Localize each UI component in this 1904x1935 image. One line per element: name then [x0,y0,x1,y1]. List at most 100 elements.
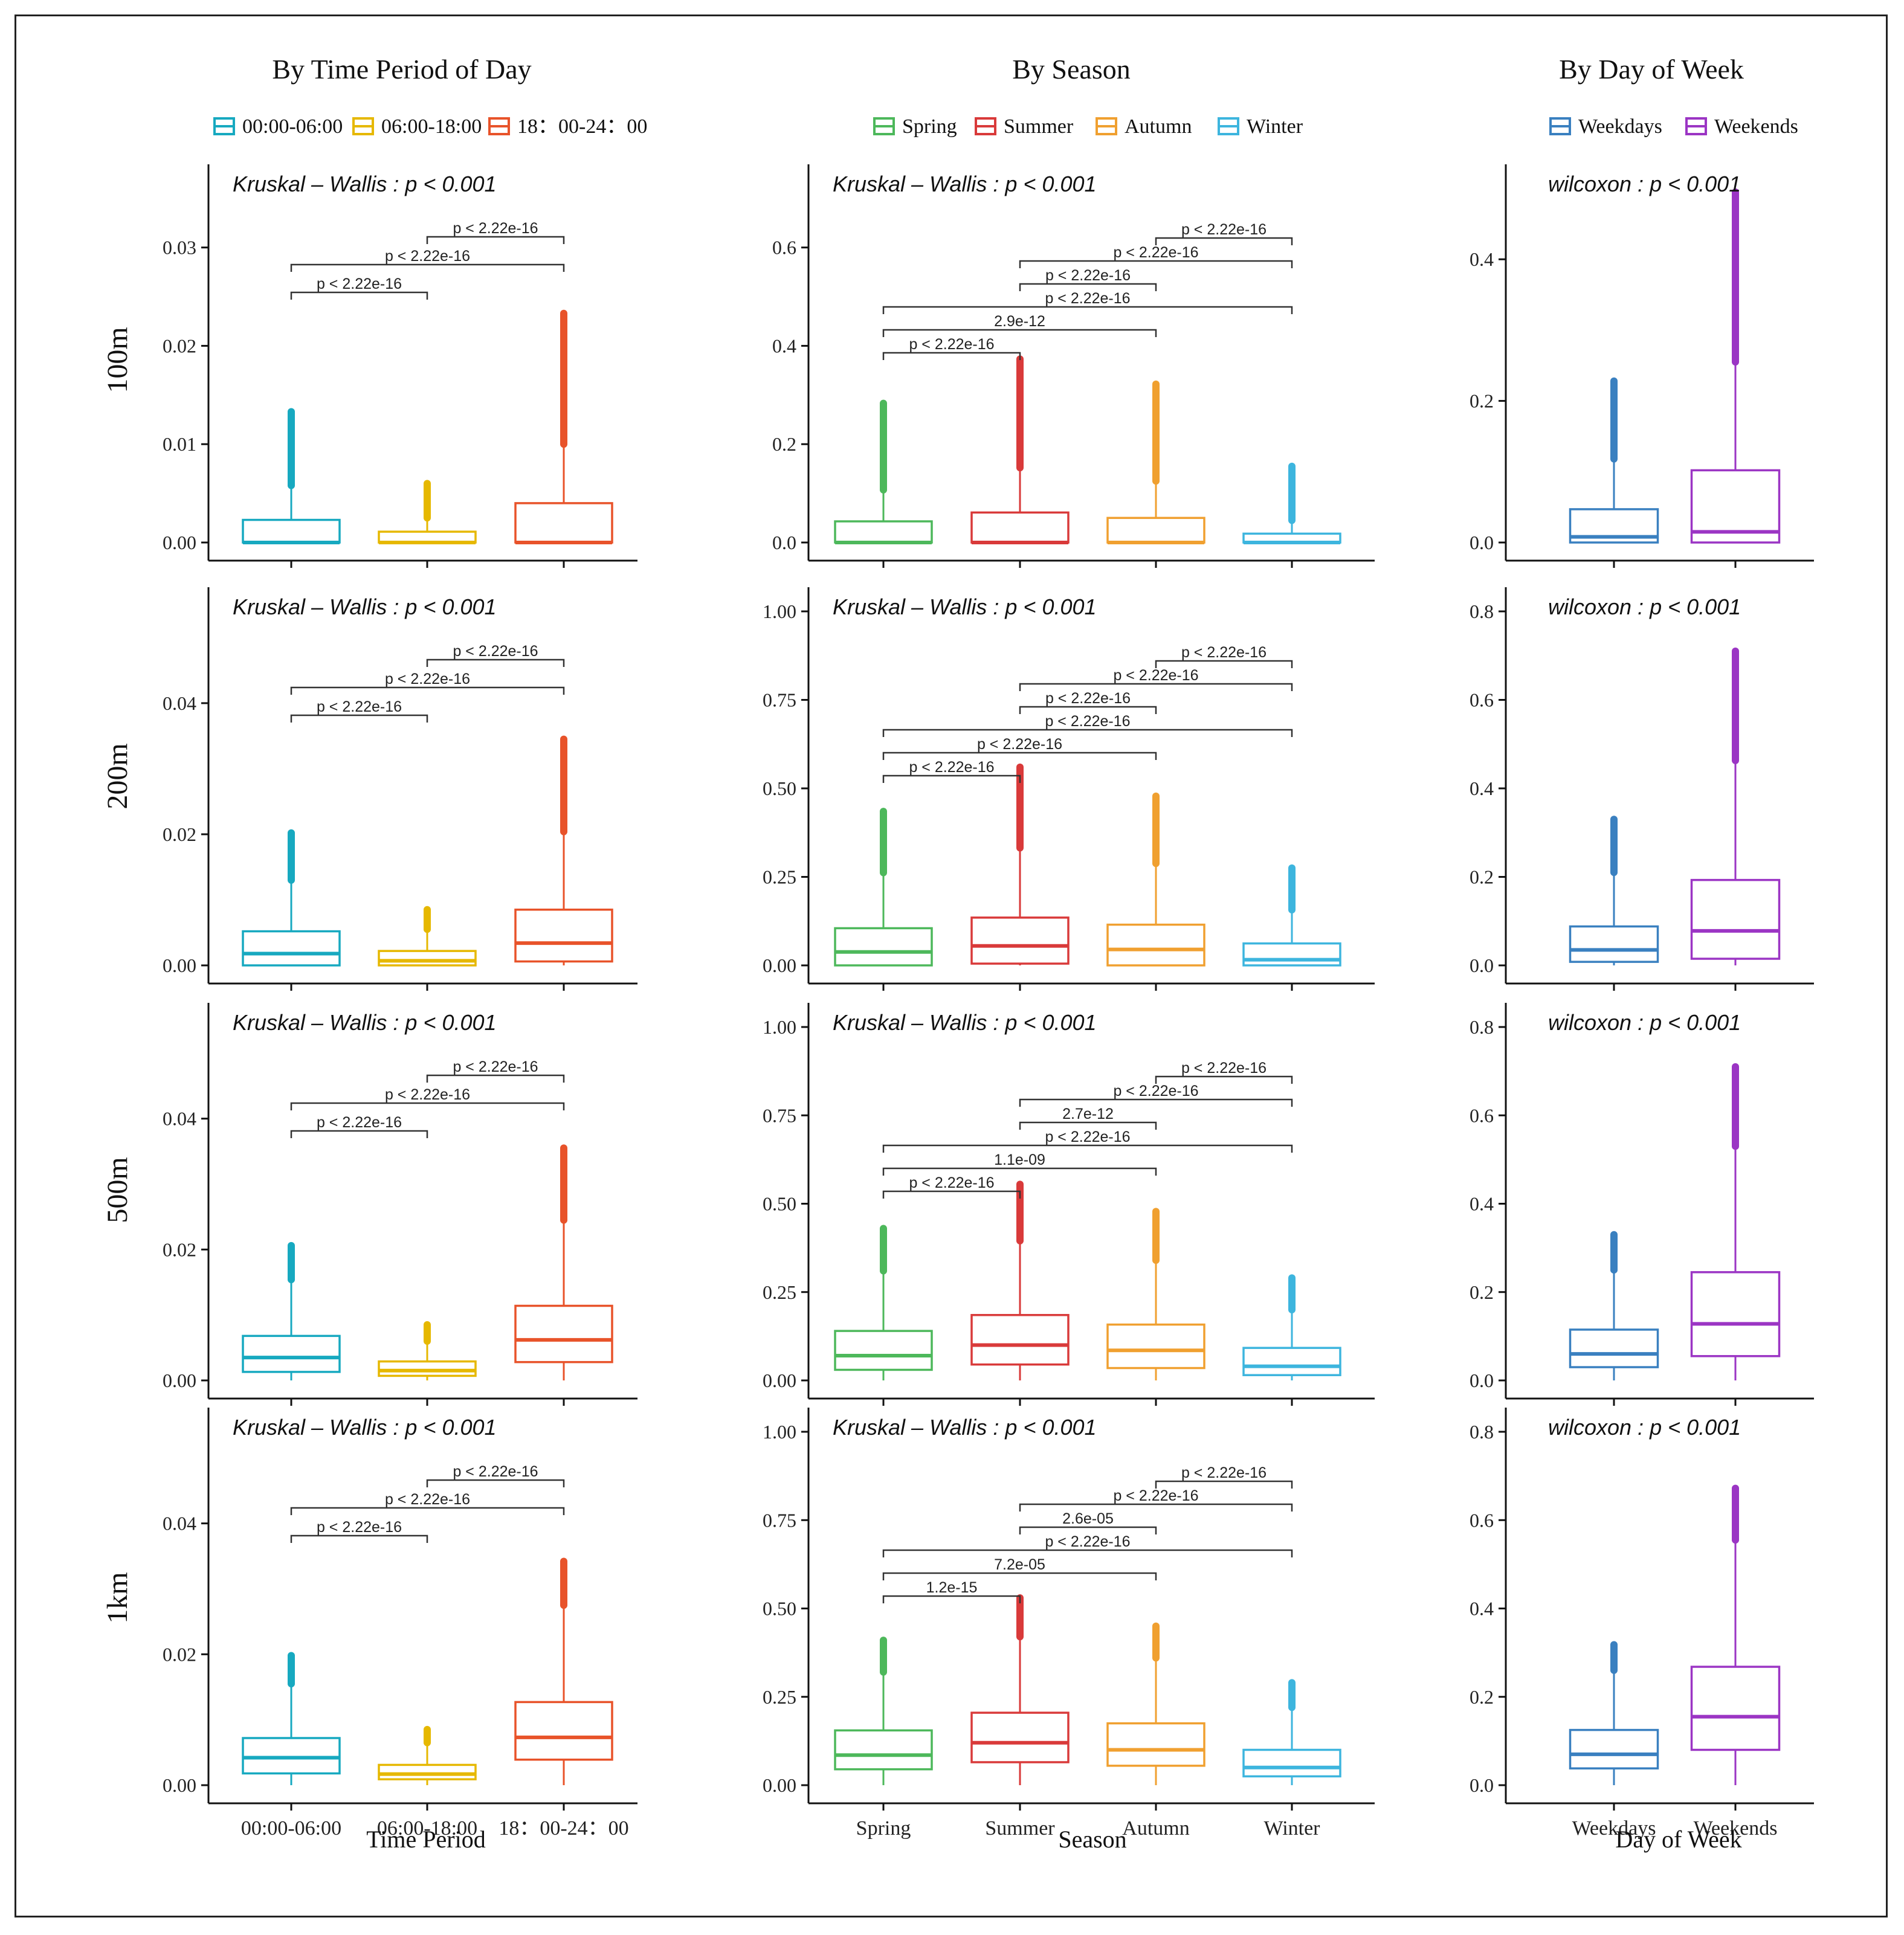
bracket-label: p < 2.22e-16 [1113,1487,1198,1504]
comparison-bracket: p < 2.22e-16 [1019,690,1157,714]
legend-label: 00:00-06:00 [242,115,343,138]
bracket-label: 2.7e-12 [1062,1106,1114,1122]
bracket-line [1155,1075,1293,1084]
comparison-bracket: 2.7e-12 [1019,1106,1157,1130]
y-tick-label: 0.6 [772,237,796,259]
bracket-label: p < 2.22e-16 [909,336,994,353]
comparison-bracket: p < 2.22e-16 [290,1491,565,1515]
y-tick-label: 0.6 [1470,1509,1494,1531]
iqr-box [242,930,341,967]
bracket-label: p < 2.22e-16 [977,736,1062,753]
bracket-label: p < 2.22e-16 [385,671,470,687]
comparison-bracket: p < 2.22e-16 [426,220,565,244]
x-tick-label: 00:00-06:00 [241,1817,341,1840]
y-tick-label: 1.00 [763,1421,796,1443]
box-summer [970,1180,1070,1380]
bracket-line [290,714,428,723]
bracket-line [882,1595,1021,1603]
x-axis-title: Time Period [366,1826,485,1853]
y-tick-label: 0.00 [763,955,796,976]
iqr-box [1690,1271,1781,1357]
chart-panel: 0.0 0.2 0.4 0.6 0.8 wilcoxon : p < 0.001 [1470,587,1814,991]
box-autumn [1106,1622,1205,1785]
bracket-label: 2.9e-12 [994,313,1045,330]
bracket-label: p < 2.22e-16 [909,759,994,776]
row-label: 200m [102,743,134,809]
box-summer [970,763,1070,965]
legend-label: 06:00-18:00 [381,115,482,138]
x-tick-label: 06:00-18:00 [377,1817,477,1840]
column-title: By Season [1012,54,1131,85]
bracket-label: p < 2.22e-16 [1045,1128,1130,1145]
bracket-line [882,774,1021,783]
bracket-label: p < 2.22e-16 [1045,290,1130,307]
iqr-box [1569,508,1659,544]
comparison-bracket: p < 2.22e-16 [290,1086,565,1110]
iqr-box [1690,469,1781,544]
comparison-bracket: p < 2.22e-16 [1019,667,1293,691]
bracket-line [882,1549,1293,1557]
bracket-label: p < 2.22e-16 [1045,690,1131,707]
iqr-box [514,1701,613,1761]
y-tick-label: 0.0 [1470,532,1494,553]
chart-panel: 0.00 0.02 0.04 Kruskal – Wallis : p < 0.001… [163,587,637,991]
bracket-line [290,1534,428,1543]
iqr-box [514,1304,613,1364]
iqr-box [1242,1347,1341,1376]
bracket-line [1019,260,1293,268]
chart-panel: 0.00 0.01 0.02 0.03 Kruskal – Wallis : p < 0… [163,164,637,568]
bracket-line [882,1572,1157,1580]
y-tick-label: 0.8 [1470,1016,1494,1038]
bracket-line [290,291,428,300]
y-tick-label: 0.4 [1470,1598,1494,1620]
iqr-box [970,1711,1070,1763]
bracket-label: p < 2.22e-16 [385,1086,470,1103]
comparison-bracket: p < 2.22e-16 [1155,1464,1293,1489]
legend-label: Weekdays [1578,115,1662,138]
comparison-bracket: p < 2.22e-16 [1155,644,1293,668]
legend-item: Autumn [1096,115,1192,138]
y-tick-label: 0.4 [1470,248,1494,270]
iqr-box [834,1729,933,1771]
y-tick-label: 0.75 [763,689,796,711]
bracket-line [1019,683,1293,691]
bracket-line [1019,1098,1293,1107]
box-06-00-18-00 [378,1321,477,1380]
y-tick-label: 0.0 [1470,1370,1494,1391]
iqr-box [970,511,1070,544]
test-label: Kruskal – Wallis : p < 0.001 [233,1415,497,1440]
chart-panel: 0.0 0.2 0.4 0.6 Kruskal – Wallis : p < 0.001… [772,164,1375,568]
y-tick-label: 0.00 [163,1774,196,1796]
legend-item: Summer [975,115,1074,138]
comparison-bracket: p < 2.22e-16 [290,1114,428,1138]
y-tick-label: 0.00 [163,955,196,976]
chart-panel: 0.0 0.2 0.4 0.6 0.8 Weekdays Weekends wilcoxon … [1470,1408,1814,1840]
bracket-label: p < 2.22e-16 [1181,221,1267,238]
legend-label: Autumn [1125,115,1192,138]
y-tick-label: 0.0 [772,532,796,553]
bracket-label: p < 2.22e-16 [453,643,538,660]
legend-label: Weekends [1714,115,1798,138]
y-tick-label: 0.0 [1470,1774,1494,1796]
comparison-bracket: p < 2.22e-16 [1019,1487,1293,1512]
y-tick-label: 0.8 [1470,1421,1494,1443]
test-label: wilcoxon : p < 0.001 [1548,172,1741,196]
test-label: Kruskal – Wallis : p < 0.001 [833,172,1097,196]
comparison-bracket: p < 2.22e-16 [882,736,1157,760]
box-winter [1242,1274,1341,1380]
bracket-label: p < 2.22e-16 [1045,713,1130,730]
box-weekdays [1569,816,1659,965]
test-label: wilcoxon : p < 0.001 [1548,1010,1741,1035]
bracket-label: p < 2.22e-16 [453,1058,538,1075]
test-label: wilcoxon : p < 0.001 [1548,594,1741,619]
iqr-box [1690,878,1781,960]
bracket-line [1019,1503,1293,1512]
legend-label: Summer [1004,115,1074,138]
box-weekdays [1569,1641,1659,1785]
comparison-bracket: 2.9e-12 [882,313,1157,337]
y-tick-label: 0.4 [772,335,796,356]
y-tick-label: 0.01 [163,433,196,455]
iqr-box [1242,942,1341,967]
iqr-box [970,916,1070,965]
y-tick-label: 0.6 [1470,689,1494,711]
